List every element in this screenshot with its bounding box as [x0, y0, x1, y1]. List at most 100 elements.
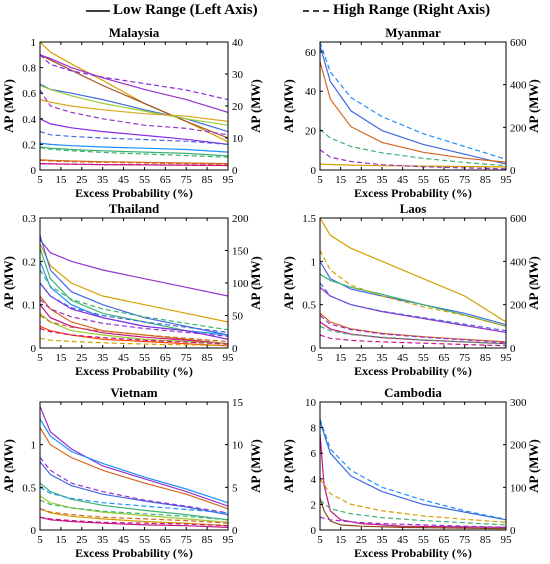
x-tick-label: 25 — [76, 174, 88, 186]
series-line-left-5 — [40, 282, 228, 340]
legend-low-label: Low Range (Left Axis) — [113, 2, 258, 18]
y-left-tick-label: 0 — [311, 165, 317, 177]
y-left-tick-label: 0.6 — [22, 88, 36, 100]
series-line-left-3 — [40, 461, 228, 516]
x-tick-label: 35 — [377, 174, 389, 186]
x-tick-label: 75 — [181, 174, 193, 186]
y-right-tick-label: 200 — [510, 300, 527, 312]
y-left-axis-label: AP (MW) — [1, 256, 16, 310]
x-tick-label: 65 — [439, 352, 451, 364]
x-tick-label: 45 — [397, 174, 409, 186]
series-line-right-14 — [40, 327, 228, 345]
series-line-right-6 — [320, 250, 506, 327]
series-line-left-1 — [40, 243, 228, 323]
x-tick-label: 95 — [223, 174, 235, 186]
y-right-tick-label: 20 — [232, 101, 244, 113]
y-left-axis-label: AP (MW) — [1, 79, 16, 133]
x-tick-label: 65 — [160, 174, 172, 186]
x-tick-label: 95 — [223, 534, 235, 546]
x-tick-label: 5 — [37, 174, 43, 186]
y-left-tick-label: 20 — [305, 126, 317, 138]
series-group — [320, 418, 506, 530]
series-group — [320, 218, 506, 347]
x-axis-label: Excess Probability (%) — [354, 546, 472, 560]
y-left-tick-label: 0.4 — [22, 114, 36, 126]
series-line-left-5 — [40, 99, 228, 122]
y-right-tick-label: 200 — [510, 440, 527, 452]
x-tick-label: 5 — [37, 534, 43, 546]
y-right-axis-label: AP (MW) — [248, 439, 263, 493]
y-left-tick-label: 0.8 — [22, 63, 36, 75]
x-axis-label: Excess Probability (%) — [75, 364, 193, 378]
chart-panel-malaysia: 5 15 25 35 45 55 65 75 85 9500.20.40.60.810102030… — [1, 25, 263, 200]
series-group — [40, 235, 228, 347]
y-left-tick-label: 1 — [31, 37, 37, 49]
y-right-tick-label: 0 — [510, 165, 516, 177]
x-tick-label: 85 — [480, 352, 492, 364]
y-left-tick-label: 2 — [311, 499, 317, 511]
x-axis-label: Excess Probability (%) — [75, 186, 193, 200]
y-left-tick-label: 40 — [305, 86, 317, 98]
y-left-tick-label: 1 — [311, 256, 317, 268]
x-tick-label: 35 — [377, 352, 389, 364]
series-line-left-5 — [40, 495, 228, 523]
y-left-tick-label: 0 — [311, 525, 317, 537]
x-axis-label: Excess Probability (%) — [354, 364, 472, 378]
figure-legend: Low Range (Left Axis) High Range (Right … — [0, 0, 550, 22]
y-left-tick-label: 0.5 — [22, 482, 36, 494]
x-tick-label: 75 — [459, 534, 471, 546]
series-line-right-7 — [320, 282, 506, 332]
x-tick-label: 75 — [459, 352, 471, 364]
y-right-tick-label: 0 — [232, 343, 238, 355]
x-tick-label: 85 — [202, 352, 214, 364]
x-axis-label: Excess Probability (%) — [75, 546, 193, 560]
x-tick-label: 15 — [335, 352, 347, 364]
y-right-tick-label: 600 — [510, 37, 527, 49]
y-right-axis-label: AP (MW) — [248, 256, 263, 310]
series-line-left-6 — [40, 508, 228, 527]
y-left-tick-label: 0.2 — [22, 256, 36, 268]
y-right-tick-label: 10 — [232, 440, 244, 452]
x-tick-label: 5 — [37, 352, 43, 364]
y-right-tick-label: 400 — [510, 256, 527, 268]
y-right-tick-label: 100 — [232, 278, 249, 290]
series-line-left-2 — [40, 427, 228, 510]
chart-panel-vietnam: 5 15 25 35 45 55 65 75 85 9500.51051015VietnamExc… — [1, 385, 263, 560]
y-left-tick-label: 6 — [311, 448, 317, 460]
y-right-tick-label: 0 — [232, 165, 238, 177]
x-tick-label: 85 — [202, 534, 214, 546]
series-line-right-10 — [320, 334, 506, 347]
x-tick-label: 5 — [317, 534, 323, 546]
y-right-axis-label: AP (MW) — [526, 256, 541, 310]
series-line-right-9 — [320, 325, 506, 345]
x-tick-label: 15 — [55, 534, 67, 546]
series-group — [320, 42, 506, 170]
x-tick-label: 85 — [480, 534, 492, 546]
x-tick-label: 45 — [397, 534, 409, 546]
y-right-tick-label: 200 — [510, 122, 527, 134]
y-left-axis-label: AP (MW) — [1, 439, 16, 493]
series-line-right-15 — [40, 159, 228, 165]
y-left-tick-label: 10 — [305, 397, 317, 409]
plot-frame — [319, 217, 507, 349]
series-line-left-2 — [40, 54, 228, 113]
plot-frame — [319, 41, 507, 171]
y-right-tick-label: 15 — [232, 397, 244, 409]
x-tick-label: 15 — [55, 352, 67, 364]
x-tick-label: 35 — [97, 534, 109, 546]
x-tick-label: 55 — [139, 174, 151, 186]
x-tick-label: 55 — [418, 352, 430, 364]
x-tick-label: 45 — [118, 174, 130, 186]
y-right-tick-label: 0 — [510, 525, 516, 537]
x-tick-label: 95 — [501, 352, 513, 364]
plot-frame — [39, 401, 229, 531]
x-tick-label: 25 — [356, 352, 368, 364]
series-line-right-8 — [40, 457, 228, 514]
series-line-left-3 — [320, 286, 506, 333]
y-right-tick-label: 400 — [510, 80, 527, 92]
series-line-right-10 — [40, 269, 228, 331]
series-line-right-3 — [320, 418, 506, 520]
series-group — [40, 406, 228, 528]
series-line-right-16 — [40, 163, 228, 167]
